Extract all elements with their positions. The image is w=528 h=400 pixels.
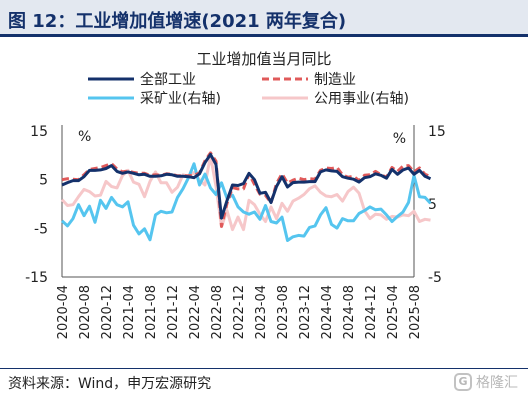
footer-divider xyxy=(0,368,528,369)
legend-label: 公用事业(右轴) xyxy=(314,91,409,107)
x-tick-label: 2022-04 xyxy=(188,285,203,339)
x-tick-label: 2020-08 xyxy=(78,285,93,339)
x-axis-ticks: 2020-04 2020-08 2020-12 2021-04 2021-08 2021-… xyxy=(56,285,423,339)
x-tick-label: 2025-08 xyxy=(408,285,423,339)
x-tick-label: 2021-08 xyxy=(144,285,159,339)
legend-item: 全部工业 xyxy=(88,71,196,88)
series-line-2 xyxy=(60,162,432,242)
y-tick-right-label: 15 xyxy=(428,124,446,140)
x-tick-label: 2023-08 xyxy=(276,285,291,339)
y-tick-right-label: 5 xyxy=(428,197,437,213)
x-tick-label: 2025-04 xyxy=(386,285,401,339)
x-tick-label: 2020-12 xyxy=(100,285,115,339)
chart-axes: 15 5 -5 -15 15 5 -5%% xyxy=(25,124,446,286)
legend-item: 采矿业(右轴) xyxy=(88,91,221,107)
watermark-logo-icon: G xyxy=(454,373,472,391)
chart-series-group xyxy=(60,151,432,242)
y-tick-left-label: -5 xyxy=(34,221,48,237)
source-note: 资料来源：Wind，申万宏源研究 xyxy=(8,376,212,392)
legend-item: 公用事业(右轴) xyxy=(262,91,409,107)
x-tick-label: 2021-12 xyxy=(166,285,181,339)
x-tick-label: 2020-04 xyxy=(56,285,71,339)
chart-title: 工业增加值当月同比 xyxy=(196,50,331,68)
legend-item: 制造业 xyxy=(262,72,356,88)
x-tick-label: 2022-08 xyxy=(210,285,225,339)
figure-title: 图 12：工业增加值增速(2021 两年复合) xyxy=(8,11,347,32)
y-unit-right: % xyxy=(393,131,406,147)
y-tick-right-label: -5 xyxy=(428,270,442,286)
y-unit-left: % xyxy=(78,129,91,145)
x-tick-label: 2024-04 xyxy=(320,285,335,339)
figure-title-bar: 图 12：工业增加值增速(2021 两年复合) xyxy=(0,0,528,37)
series-line-0 xyxy=(61,152,432,220)
series-line-3 xyxy=(60,154,431,232)
watermark-text: 格隆汇 xyxy=(476,375,518,391)
x-tick-label: 2023-04 xyxy=(254,285,269,339)
x-tick-label: 2023-12 xyxy=(298,285,313,339)
legend-label: 全部工业 xyxy=(140,71,196,88)
x-tick-label: 2024-08 xyxy=(342,285,357,339)
legend-label: 采矿业(右轴) xyxy=(140,91,221,107)
y-tick-left-label: -15 xyxy=(25,270,48,286)
legend-label: 制造业 xyxy=(314,72,356,88)
x-tick-label: 2024-12 xyxy=(364,285,379,339)
x-tick-label: 2022-12 xyxy=(232,285,247,339)
watermark: G 格隆汇 xyxy=(454,372,518,392)
y-tick-left-label: 15 xyxy=(30,124,48,140)
y-tick-left-label: 5 xyxy=(39,173,48,189)
x-tick-label: 2021-04 xyxy=(122,285,137,339)
